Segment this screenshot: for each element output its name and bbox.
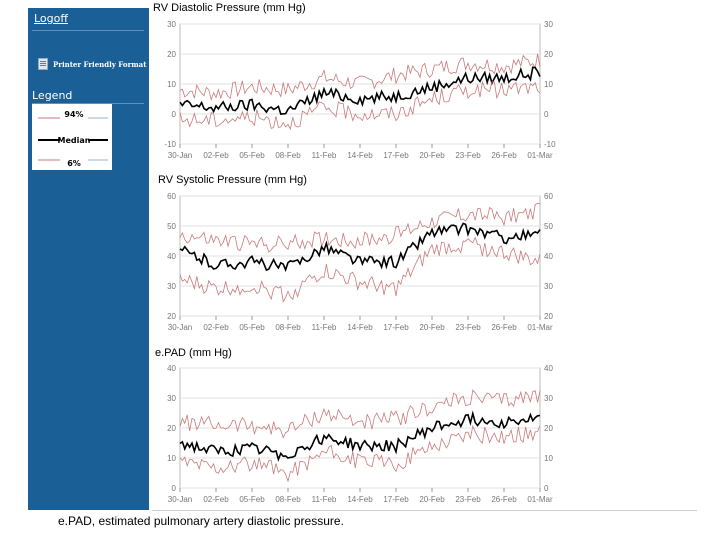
series-line-94pct	[179, 53, 541, 102]
y-tick-label-right: 30	[544, 282, 553, 291]
y-tick-label-left: 30	[167, 394, 176, 403]
x-tick-label: 02-Feb	[203, 323, 229, 332]
chart-title-rv-diastolic: RV Diastolic Pressure (mm Hg)	[153, 2, 306, 14]
x-tick-label: 20-Feb	[419, 151, 445, 160]
chart-rv-systolic: 20 20 30 30 40 40 50 50 60 60 30-Jan 02-Feb 05-Feb 08…	[167, 192, 553, 332]
y-tick-label-right: 50	[544, 222, 553, 231]
y-tick-label-right: -10	[544, 140, 556, 149]
y-tick-label-right: 40	[544, 364, 553, 373]
y-tick-label-right: 0	[544, 484, 549, 493]
legend: 94% Median 6%	[32, 104, 112, 170]
x-tick-label: 23-Feb	[455, 151, 481, 160]
x-tick-label: 23-Feb	[455, 495, 481, 504]
y-tick-label-right: 10	[544, 454, 553, 463]
bottom-divider	[152, 510, 697, 511]
x-tick-label: 30-Jan	[168, 495, 192, 504]
y-tick-label-left: 20	[167, 50, 176, 59]
x-tick-label: 05-Feb	[239, 323, 265, 332]
y-tick-label-right: 20	[544, 312, 553, 321]
figure-caption: e.PAD, estimated pulmonary artery diasto…	[58, 514, 344, 528]
y-tick-label-left: 10	[167, 80, 176, 89]
y-tick-label-left: -10	[164, 140, 176, 149]
series-line-94pct	[179, 202, 541, 253]
legend-item-median: Median	[38, 136, 108, 145]
y-tick-label-left: 10	[167, 454, 176, 463]
legend-item-6: 6%	[38, 159, 108, 168]
x-tick-label: 11-Feb	[312, 323, 337, 332]
printer-icon	[38, 58, 48, 70]
y-tick-label-left: 20	[167, 312, 176, 321]
legend-divider	[32, 103, 144, 104]
y-tick-label-left: 30	[167, 20, 176, 29]
y-tick-label-right: 20	[544, 424, 553, 433]
x-tick-label: 26-Feb	[491, 323, 517, 332]
x-tick-label: 08-Feb	[275, 495, 301, 504]
legend-graphic: 94% Median 6%	[38, 110, 108, 168]
sidebar-divider	[32, 30, 144, 31]
x-tick-label: 30-Jan	[168, 151, 192, 160]
legend-label-94: 94%	[64, 110, 83, 119]
x-tick-label: 14-Feb	[347, 495, 373, 504]
x-tick-label: 11-Feb	[312, 495, 337, 504]
y-tick-label-right: 40	[544, 252, 553, 261]
x-tick-label: 17-Feb	[383, 495, 409, 504]
legend-title: Legend	[32, 89, 73, 102]
x-tick-label: 01-Mar	[527, 323, 553, 332]
x-tick-label: 01-Mar	[527, 495, 553, 504]
x-tick-label: 08-Feb	[275, 151, 301, 160]
y-tick-label-left: 30	[167, 282, 176, 291]
y-tick-label-right: 30	[544, 20, 553, 29]
printer-friendly-label: Printer Friendly Format	[53, 59, 147, 69]
series-line-median	[179, 222, 541, 273]
logoff-link[interactable]: Logoff	[34, 12, 68, 25]
x-tick-label: 17-Feb	[383, 151, 409, 160]
x-tick-label: 26-Feb	[491, 495, 517, 504]
x-tick-label: 02-Feb	[203, 151, 229, 160]
chart-title-epad: e.PAD (mm Hg)	[155, 347, 232, 359]
chart-title-rv-systolic: RV Systolic Pressure (mm Hg)	[158, 174, 307, 186]
x-tick-label: 11-Feb	[312, 151, 337, 160]
x-tick-label: 14-Feb	[347, 323, 373, 332]
x-tick-label: 02-Feb	[203, 495, 229, 504]
y-tick-label-right: 30	[544, 394, 553, 403]
y-tick-label-right: 0	[544, 110, 549, 119]
x-tick-label: 01-Mar	[527, 151, 553, 160]
x-tick-label: 20-Feb	[419, 495, 445, 504]
y-tick-label-left: 50	[167, 222, 176, 231]
series-line-6pct	[179, 424, 541, 483]
y-tick-label-right: 10	[544, 80, 553, 89]
y-tick-label-left: 60	[167, 192, 176, 201]
legend-label-6: 6%	[67, 159, 81, 168]
x-tick-label: 05-Feb	[239, 495, 265, 504]
y-tick-label-left: 0	[172, 484, 177, 493]
x-tick-label: 30-Jan	[168, 323, 192, 332]
series-line-median	[179, 66, 541, 115]
sidebar: Logoff Printer Friendly Format Legend 94…	[28, 8, 149, 510]
series-line-94pct	[179, 389, 541, 439]
x-tick-label: 26-Feb	[491, 151, 517, 160]
y-tick-label-left: 40	[167, 252, 176, 261]
x-tick-label: 14-Feb	[347, 151, 373, 160]
x-tick-label: 20-Feb	[419, 323, 445, 332]
chart-epad: 0 0 10 10 20 20 30 30 40 40 30-Jan 02-Feb 05-Feb 08-F…	[167, 364, 553, 504]
x-tick-label: 17-Feb	[383, 323, 409, 332]
series-line-6pct	[179, 80, 541, 131]
x-tick-label: 05-Feb	[239, 151, 265, 160]
series-line-median	[179, 410, 541, 462]
x-tick-label: 23-Feb	[455, 323, 481, 332]
series-line-6pct	[179, 236, 541, 303]
x-tick-label: 08-Feb	[275, 323, 301, 332]
printer-friendly-button[interactable]: Printer Friendly Format	[38, 58, 146, 70]
y-tick-label-right: 60	[544, 192, 553, 201]
y-tick-label-left: 0	[172, 110, 177, 119]
chart-rv-diastolic: -10 -10 0 0 10 10 20 20 30 30 30-Jan 02-Feb 05-Feb 08…	[164, 20, 556, 160]
y-tick-label-left: 20	[167, 424, 176, 433]
y-tick-label-right: 20	[544, 50, 553, 59]
legend-label-median: Median	[58, 136, 91, 145]
y-tick-label-left: 40	[167, 364, 176, 373]
legend-item-94: 94%	[38, 110, 108, 119]
